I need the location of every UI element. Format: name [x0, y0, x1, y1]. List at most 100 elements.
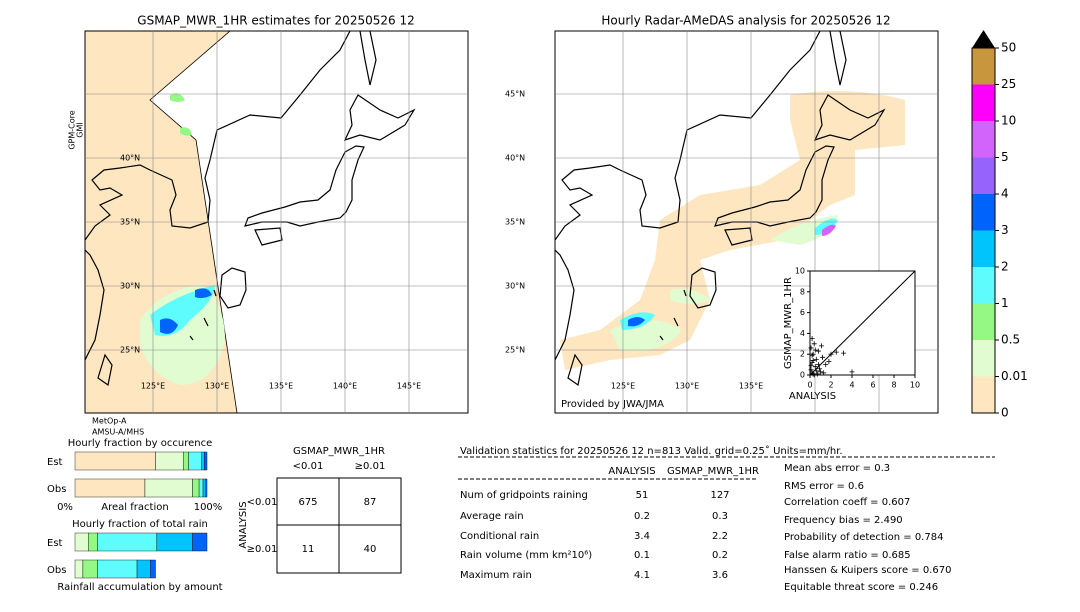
fraction-segment: [205, 478, 208, 498]
lon-label: 125°E: [611, 382, 635, 391]
x-tick-label: 4: [849, 381, 854, 390]
fraction-segment: [144, 478, 193, 498]
point: [811, 341, 817, 347]
stat-value: 2.2: [712, 531, 728, 542]
table-cell: 87: [364, 497, 377, 508]
lat-label: 25°N: [505, 346, 525, 355]
fraction-segment: [97, 532, 158, 552]
fraction-segment: [74, 559, 84, 579]
colorbar-segment: [972, 376, 995, 413]
sensor-label: AMSU-A/MHS: [92, 428, 144, 437]
fraction-segment: [202, 478, 206, 498]
stat-value: 0.1: [634, 550, 650, 561]
x-tick-label: 8: [891, 381, 896, 390]
lat-label: 30°N: [120, 282, 140, 291]
point: [813, 356, 819, 362]
axis-label: Areal fraction: [101, 502, 168, 513]
stat-name: Num of gridpoints raining: [460, 490, 588, 501]
point: [812, 347, 818, 353]
lon-label: 135°E: [739, 382, 763, 391]
point: [809, 360, 815, 366]
col-label: GSMAP_MWR_1HR: [667, 466, 759, 477]
point: [808, 363, 814, 369]
stat-value: 0.3: [712, 511, 728, 522]
point: [849, 369, 855, 375]
colorbar-segment: [972, 267, 995, 304]
point: [828, 351, 834, 357]
colorbar-extend: [972, 30, 995, 48]
lat-label: 35°N: [120, 218, 140, 227]
fraction-segment: [74, 451, 156, 471]
stat-value: 127: [710, 490, 729, 501]
stat-name: Average rain: [460, 511, 524, 522]
lon-label: 145°E: [397, 382, 421, 391]
credit: Provided by JWA/JMA: [561, 399, 664, 410]
col-label: ANALYSIS: [608, 466, 655, 477]
point: [811, 372, 817, 378]
stat-value: 4.1: [634, 570, 650, 581]
point: [813, 368, 819, 374]
point: [820, 354, 826, 360]
colorbar-label: 25: [1001, 77, 1016, 91]
lon-label: 125°E: [141, 382, 165, 391]
x-axis-label: ANALYSIS: [789, 391, 836, 402]
stat-name: Maximum rain: [460, 570, 532, 581]
fraction-segment: [204, 451, 208, 471]
row-label: Est: [47, 538, 63, 549]
fraction-segment: [87, 532, 98, 552]
row-label: ≥0.01: [247, 544, 278, 555]
y-tick-label: 4: [800, 329, 805, 338]
fraction-segment: [156, 532, 193, 552]
colorbar-label: 2: [1001, 260, 1009, 274]
fraction-segment: [183, 451, 189, 471]
point: [819, 343, 825, 349]
lat-label: 35°N: [505, 218, 525, 227]
point: [815, 348, 821, 354]
colorbar-label: 0.01: [1001, 369, 1028, 383]
score: Probability of detection = 0.784: [784, 532, 943, 543]
y-tick-label: 6: [800, 308, 805, 317]
rain-area: [160, 288, 212, 334]
point: [818, 369, 823, 375]
rain-area: [170, 93, 192, 136]
fraction-segment: [188, 451, 202, 471]
score: Mean abs error = 0.3: [784, 463, 890, 474]
colorbar-label: 0.5: [1001, 333, 1020, 347]
panel-title: Hourly fraction by occurence: [68, 438, 212, 449]
y-axis-label: GSMAP_MWR_1HR: [783, 277, 794, 369]
diagonal: [809, 270, 916, 376]
panel-title: Hourly fraction of total rain: [72, 519, 208, 530]
fraction-segment: [150, 559, 156, 579]
point: [809, 370, 815, 376]
lon-label: 140°E: [333, 382, 357, 391]
x-tick-label: 2: [828, 381, 833, 390]
y-tick-label: 2: [800, 350, 805, 359]
lat-label: 40°N: [120, 154, 140, 163]
stat-value: 0.2: [634, 511, 650, 522]
lat-label: 40°N: [505, 154, 525, 163]
lon-label: 130°E: [205, 382, 229, 391]
fraction-segment: [74, 532, 89, 552]
colorbar-segment: [972, 194, 995, 231]
map-title: Hourly Radar-AMeDAS analysis for 2025052…: [601, 14, 890, 28]
row-label: Est: [47, 457, 63, 468]
score: Frequency bias = 2.490: [784, 515, 903, 526]
point: [810, 351, 816, 357]
stat-value: 3.6: [712, 570, 728, 581]
point: [809, 336, 815, 342]
score: RMS error = 0.6: [784, 481, 864, 492]
score: Equitable threat score = 0.246: [784, 582, 938, 593]
x-tick-label: 6: [870, 381, 875, 390]
point: [821, 370, 827, 376]
fraction-segment: [136, 559, 151, 579]
colorbar-segment: [972, 48, 995, 85]
colorbar-segment: [972, 340, 995, 377]
y-tick-label: 0: [800, 371, 805, 380]
point: [809, 352, 815, 358]
colorbar-segment: [972, 157, 995, 194]
colorbar-label: 5: [1001, 150, 1009, 164]
axis-label: 0%: [57, 502, 73, 513]
col-label: ≥0.01: [355, 461, 386, 472]
table-cell: 675: [298, 497, 317, 508]
